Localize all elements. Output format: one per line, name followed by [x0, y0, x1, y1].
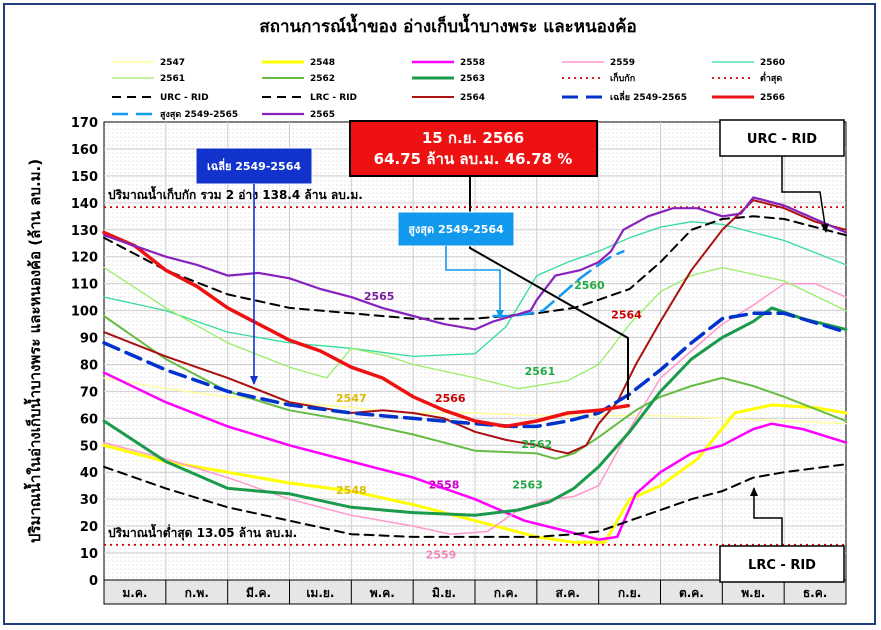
legend-label: เฉลี่ย 2549-2565 [610, 90, 687, 103]
x-axis: ม.ค. ก.พ. มี.ค. เม.ย. พ.ค. มิ.ย. ก.ค. ส.ค. ก.ย. ต… [122, 580, 827, 604]
legend-label: สูงสุด 2549-2565 [160, 110, 238, 120]
y-tick-label: 130 [71, 224, 98, 239]
y-tick-label: 100 [71, 305, 98, 320]
legend-label: 2565 [310, 110, 335, 120]
y-tick-label: 90 [80, 332, 98, 347]
series-line-2563 [102, 306, 848, 517]
line-label: 2547 [336, 392, 367, 405]
legend-label: 2560 [760, 58, 785, 68]
legend-label: ต่ำสุด [760, 71, 782, 84]
series-line-2566 [102, 230, 631, 429]
line-label: 2548 [336, 484, 367, 497]
x-tick-label: เม.ย. [306, 586, 334, 600]
lrc-arrow [750, 487, 783, 546]
x-tick-label: พ.ค. [370, 586, 395, 600]
y-tick-label: 30 [80, 493, 98, 508]
current-date-text: 15 ก.ย. 2566 [422, 129, 524, 147]
series-line-2559 [103, 282, 847, 535]
x-tick-label: มิ.ย. [432, 586, 456, 600]
series-line-LRC - RID [103, 463, 847, 538]
x-tick-label: ม.ค. [122, 586, 147, 600]
lrc-box [719, 545, 845, 583]
legend-label: 2559 [610, 58, 635, 68]
line-label: 2565 [364, 290, 395, 303]
x-tick-label: ก.พ. [185, 586, 209, 600]
legend: 2547 2548 2558 2559 2560 2561 2562 2563 เก็บกัก ต… [112, 58, 785, 120]
y-tick-label: 70 [80, 385, 98, 400]
series-line-2561 [103, 266, 847, 390]
max-box-text: สูงสุด 2549-2564 [408, 223, 504, 237]
x-tick-label: พ.ย. [741, 586, 765, 600]
x-tick-label: ส.ค. [556, 586, 580, 600]
y-axis-label: ปริมาณน้ำในอ่างเก็บน้ำบางพระ และหนองค้อ … [23, 159, 44, 543]
legend-label: 2564 [460, 93, 485, 103]
max-box [397, 211, 515, 247]
x-tick-label: ก.ค. [494, 586, 518, 600]
y-tick-label: 0 [89, 574, 98, 589]
series-line-2547 [103, 377, 847, 425]
line-label: 2561 [525, 365, 556, 378]
y-tick-label: 60 [80, 412, 98, 427]
line-label: 2562 [522, 438, 553, 451]
line-label: 2558 [429, 478, 460, 491]
x-tick-label: มี.ค. [246, 586, 271, 600]
min-level-text: ปริมาณน้ำต่ำสุด 13.05 ล้าน ลบ.ม. [108, 523, 297, 541]
avg-box [195, 147, 313, 185]
legend-label: 2562 [310, 74, 335, 84]
max-arrow [445, 246, 504, 319]
legend-label: 2563 [460, 74, 485, 84]
legend-label: 2561 [160, 74, 185, 84]
chart-title: สถานการณ์น้ำของ อ่างเก็บน้ำบางพระ และหนอ… [259, 13, 636, 37]
series-line-2548 [102, 403, 848, 544]
legend-label: 2548 [310, 58, 335, 68]
y-tick-label: 170 [71, 116, 98, 131]
legend-label: เก็บกัก [610, 71, 635, 84]
legend-label: 2547 [160, 58, 185, 68]
y-tick-label: 160 [71, 143, 98, 158]
y-tick-label: 150 [71, 170, 98, 185]
y-tick-label: 140 [71, 197, 98, 212]
y-tick-label: 50 [80, 439, 98, 454]
current-volume-text: 64.75 ล้าน ลบ.ม. 46.78 % [374, 150, 573, 168]
series-line-2558 [102, 371, 848, 541]
urc-arrow [781, 156, 829, 233]
y-tick-label: 80 [80, 358, 98, 373]
series-line-2562 [103, 315, 847, 460]
x-tick-label: ต.ค. [679, 586, 704, 600]
legend-label: 2566 [760, 93, 785, 103]
legend-label: URC - RID [160, 93, 209, 103]
avg-box-text: เฉลี่ย 2549-2564 [207, 158, 301, 173]
y-tick-label: 10 [80, 547, 98, 562]
x-tick-label: ก.ย. [618, 586, 641, 600]
y-tick-label: 20 [80, 520, 98, 535]
lrc-box-text: LRC - RID [748, 558, 816, 573]
legend-label: LRC - RID [310, 93, 357, 103]
line-label: 2563 [512, 478, 543, 491]
current-value-box [349, 120, 598, 177]
line-label: 2559 [426, 548, 457, 561]
series-line-2560 [103, 221, 847, 358]
line-label: 2560 [574, 279, 605, 292]
legend-label: 2558 [460, 58, 485, 68]
line-label: 2566 [435, 392, 466, 405]
y-tick-label: 40 [80, 466, 98, 481]
series-line-2565 [102, 196, 848, 331]
y-tick-label: 120 [71, 251, 98, 266]
capacity-text: ปริมาณน้ำเก็บกัก รวม 2 อ่าง 138.4 ล้าน ล… [108, 185, 363, 202]
line-labels: 2565 2560 2564 2561 2547 2566 2562 2548 2558 2563… [336, 279, 642, 561]
series-line-เฉลี่ย 2549-2565 [102, 311, 848, 429]
urc-box-text: URC - RID [747, 132, 817, 147]
line-label: 2564 [611, 309, 642, 322]
y-axis: 0 10 20 30 40 50 60 70 80 90 100 110 120 130 140 150 160… [71, 116, 98, 589]
x-tick-label: ธ.ค. [803, 586, 827, 600]
urc-box [719, 119, 845, 157]
y-tick-label: 110 [71, 278, 98, 293]
